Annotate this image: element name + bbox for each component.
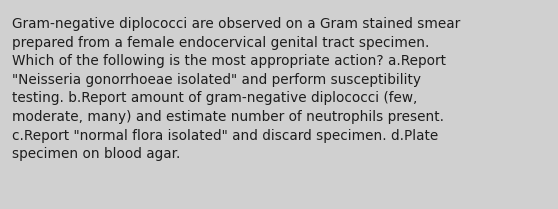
Text: Gram-negative diplococci are observed on a Gram stained smear
prepared from a fe: Gram-negative diplococci are observed on… <box>12 17 460 161</box>
